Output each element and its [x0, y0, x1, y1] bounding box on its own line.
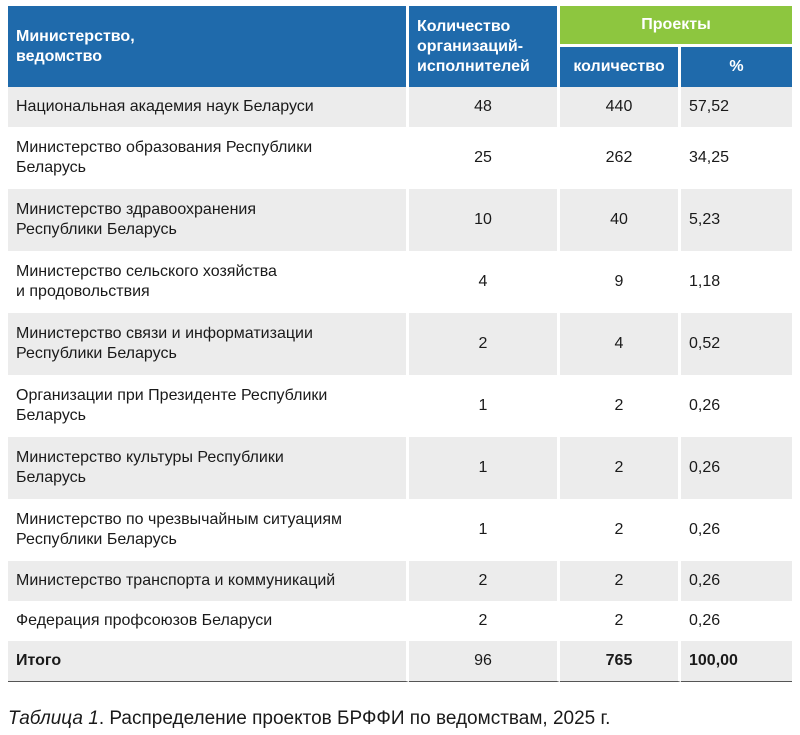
header-projects-count-label: количество — [573, 58, 665, 75]
project-count: 2 — [560, 499, 681, 561]
project-count: 2 — [560, 437, 681, 499]
table-caption: Таблица 1. Распределение проектов БРФФИ … — [8, 708, 610, 730]
table-row: Министерство культуры Республики Беларус… — [8, 437, 793, 499]
ministry-name: Министерство образования Республики Бела… — [8, 127, 409, 189]
project-count: 2 — [560, 375, 681, 437]
table-row: Министерство здравоохранения Республики … — [8, 189, 793, 251]
org-count: 2 — [409, 561, 560, 601]
org-count: 2 — [409, 313, 560, 375]
project-pct: 0,26 — [681, 499, 793, 561]
project-pct: 0,26 — [681, 601, 793, 641]
project-count: 4 — [560, 313, 681, 375]
ministry-name: Министерство сельского хозяйства и продо… — [8, 251, 409, 313]
org-count: 1 — [409, 437, 560, 499]
ministry-name: Министерство по чрезвычайным ситуациям Р… — [8, 499, 409, 561]
caption-text: . Распределение проектов БРФФИ по ведомс… — [98, 708, 611, 729]
table-row: Министерство сельского хозяйства и продо… — [8, 251, 793, 313]
org-count: 1 — [409, 499, 560, 561]
project-pct: 0,26 — [681, 375, 793, 437]
project-pct: 57,52 — [681, 87, 793, 127]
total-row: Итого 96 765 100,00 — [8, 641, 793, 682]
table-row: Министерство по чрезвычайным ситуациям Р… — [8, 499, 793, 561]
ministry-name: Организации при Президенте Республики Бе… — [8, 375, 409, 437]
caption-label: Таблица 1 — [8, 708, 99, 729]
total-org-count: 96 — [409, 641, 560, 682]
projects-table: Министерство, ведомство Количество орган… — [8, 6, 793, 682]
header-projects-pct: % — [681, 47, 793, 87]
org-count: 1 — [409, 375, 560, 437]
table-row: Министерство связи и информатизации Респ… — [8, 313, 793, 375]
table-row: Министерство образования Республики Бела… — [8, 127, 793, 189]
ministry-name: Министерство транспорта и коммуникаций — [8, 561, 409, 601]
table-row: Организации при Президенте Республики Бе… — [8, 375, 793, 437]
header-ministry-label: Министерство, ведомство — [16, 27, 135, 65]
header-org-count-label: Количество организаций- исполнителей — [417, 17, 530, 75]
table-row: Министерство транспорта и коммуникаций 2… — [8, 561, 793, 601]
project-pct: 34,25 — [681, 127, 793, 189]
ministry-name: Министерство связи и информатизации Респ… — [8, 313, 409, 375]
project-pct: 0,26 — [681, 437, 793, 499]
header-ministry: Министерство, ведомство — [8, 6, 409, 87]
header-org-count: Количество организаций- исполнителей — [409, 6, 560, 87]
org-count: 2 — [409, 601, 560, 641]
ministry-name: Министерство здравоохранения Республики … — [8, 189, 409, 251]
project-count: 2 — [560, 561, 681, 601]
header-projects-pct-label: % — [729, 58, 744, 75]
project-pct: 0,26 — [681, 561, 793, 601]
ministry-name: Федерация профсоюзов Беларуси — [8, 601, 409, 641]
org-count: 10 — [409, 189, 560, 251]
header-projects: Проекты — [560, 6, 793, 47]
project-count: 440 — [560, 87, 681, 127]
ministry-name: Министерство культуры Республики Беларус… — [8, 437, 409, 499]
table-row: Федерация профсоюзов Беларуси 2 2 0,26 — [8, 601, 793, 641]
total-project-pct: 100,00 — [681, 641, 793, 682]
project-pct: 5,23 — [681, 189, 793, 251]
project-count: 262 — [560, 127, 681, 189]
org-count: 4 — [409, 251, 560, 313]
project-count: 2 — [560, 601, 681, 641]
table-row: Национальная академия наук Беларуси 48 4… — [8, 87, 793, 127]
project-count: 9 — [560, 251, 681, 313]
project-count: 40 — [560, 189, 681, 251]
project-pct: 1,18 — [681, 251, 793, 313]
header-projects-count: количество — [560, 47, 681, 87]
org-count: 48 — [409, 87, 560, 127]
header-projects-label: Проекты — [641, 16, 711, 33]
total-label: Итого — [8, 641, 409, 682]
ministry-name: Национальная академия наук Беларуси — [8, 87, 409, 127]
org-count: 25 — [409, 127, 560, 189]
total-project-count: 765 — [560, 641, 681, 682]
project-pct: 0,52 — [681, 313, 793, 375]
